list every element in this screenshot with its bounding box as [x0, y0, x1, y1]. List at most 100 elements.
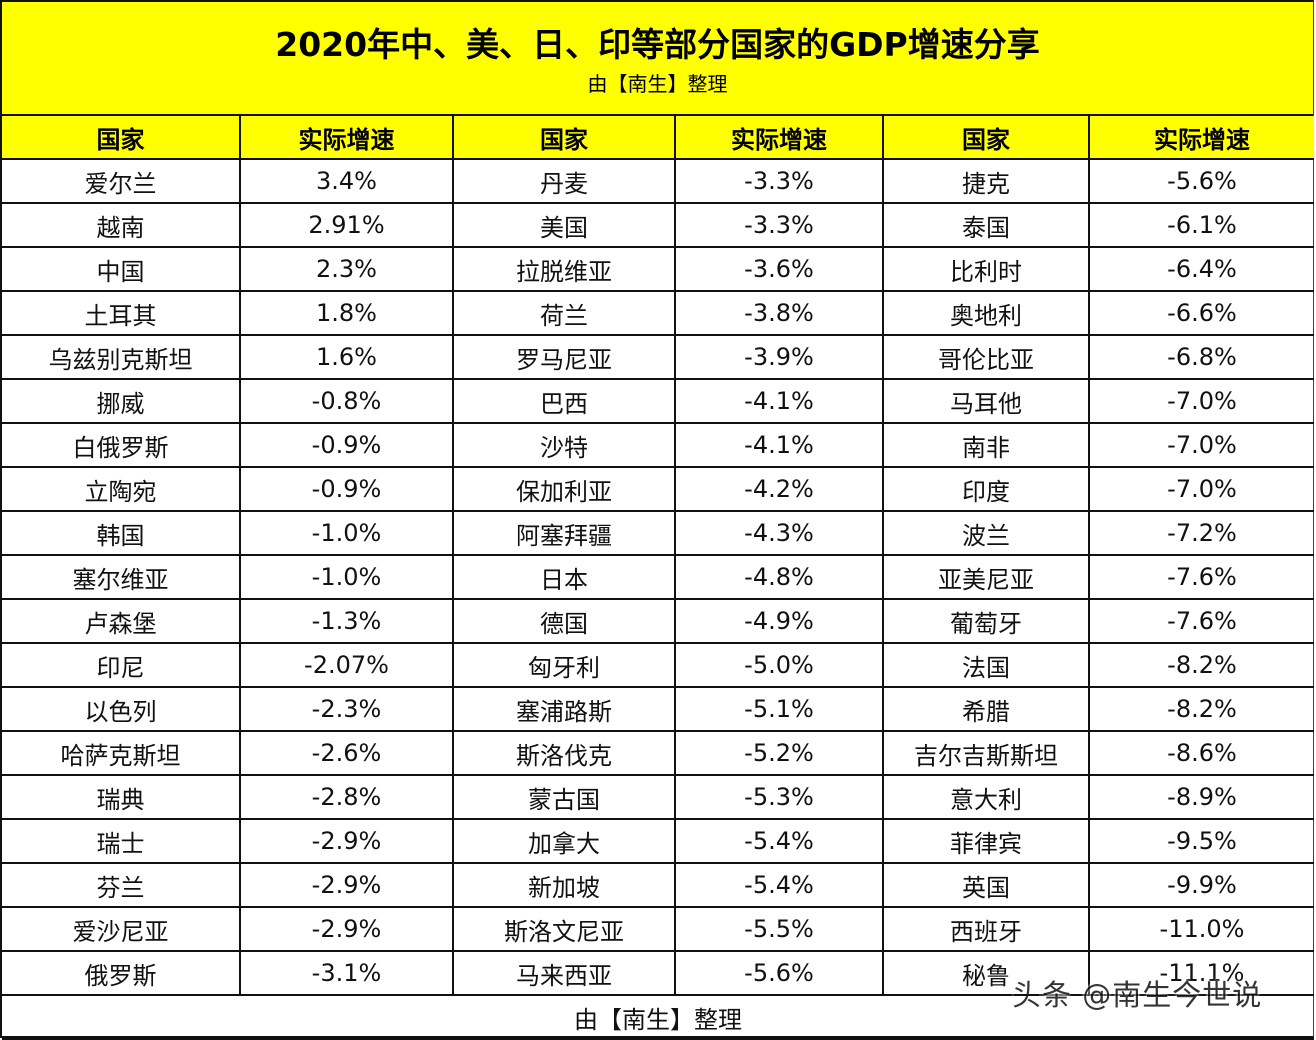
growth-cell: -2.3%	[239, 686, 454, 732]
growth-cell: -3.8%	[674, 290, 884, 336]
country-cell: 菲律宾	[882, 818, 1090, 864]
country-cell: 日本	[452, 554, 676, 600]
table-row: 俄罗斯 -3.1% 马来西亚 -5.6% 秘鲁 -11.1%	[2, 950, 1314, 996]
table-row: 越南 2.91% 美国 -3.3% 泰国 -6.1%	[2, 202, 1314, 248]
country-cell: 保加利亚	[452, 466, 676, 512]
watermark: 头条 @南生今世说	[1012, 978, 1263, 1012]
growth-cell: -9.9%	[1088, 862, 1314, 908]
growth-cell: -5.6%	[674, 950, 884, 996]
country-cell: 哈萨克斯坦	[2, 730, 241, 776]
country-cell: 意大利	[882, 774, 1090, 820]
growth-cell: 1.8%	[239, 290, 454, 336]
country-cell: 沙特	[452, 422, 676, 468]
country-cell: 西班牙	[882, 906, 1090, 952]
country-cell: 挪威	[2, 378, 241, 424]
growth-cell: -11.0%	[1088, 906, 1314, 952]
table-footer-row: 由【南生】整理	[2, 994, 1314, 1040]
table-row: 哈萨克斯坦 -2.6% 斯洛伐克 -5.2% 吉尔吉斯斯坦 -8.6%	[2, 730, 1314, 776]
growth-cell: -3.3%	[674, 158, 884, 204]
growth-cell: -5.4%	[674, 818, 884, 864]
growth-cell: -0.9%	[239, 466, 454, 512]
page-title: 2020年中、美、日、印等部分国家的GDP增速分享	[275, 25, 1040, 64]
country-cell: 塞浦路斯	[452, 686, 676, 732]
table-row: 卢森堡 -1.3% 德国 -4.9% 葡萄牙 -7.6%	[2, 598, 1314, 644]
growth-cell: -4.1%	[674, 378, 884, 424]
growth-cell: -2.9%	[239, 906, 454, 952]
table-row: 芬兰 -2.9% 新加坡 -5.4% 英国 -9.9%	[2, 862, 1314, 908]
country-cell: 土耳其	[2, 290, 241, 336]
growth-cell: -4.3%	[674, 510, 884, 556]
table-row: 瑞典 -2.8% 蒙古国 -5.3% 意大利 -8.9%	[2, 774, 1314, 820]
footer-credit: 由【南生】整理	[2, 994, 1314, 1040]
country-cell: 阿塞拜疆	[452, 510, 676, 556]
country-cell: 波兰	[882, 510, 1090, 556]
country-cell: 斯洛伐克	[452, 730, 676, 776]
country-cell: 哥伦比亚	[882, 334, 1090, 380]
growth-cell: -0.8%	[239, 378, 454, 424]
growth-cell: -0.9%	[239, 422, 454, 468]
growth-cell: -5.0%	[674, 642, 884, 688]
country-cell: 新加坡	[452, 862, 676, 908]
growth-cell: -7.0%	[1088, 378, 1314, 424]
gdp-table: 国家 实际增速 国家 实际增速 国家 实际增速 爱尔兰 3.4% 丹麦 -3.3% 捷克…	[2, 116, 1314, 1040]
growth-cell: -6.6%	[1088, 290, 1314, 336]
country-cell: 南非	[882, 422, 1090, 468]
column-header-country-3: 国家	[882, 116, 1090, 160]
country-cell: 捷克	[882, 158, 1090, 204]
column-header-growth-1: 实际增速	[239, 116, 454, 160]
country-cell: 以色列	[2, 686, 241, 732]
table-row: 土耳其 1.8% 荷兰 -3.8% 奥地利 -6.6%	[2, 290, 1314, 336]
growth-cell: -3.9%	[674, 334, 884, 380]
growth-cell: -4.9%	[674, 598, 884, 644]
country-cell: 乌兹别克斯坦	[2, 334, 241, 380]
page-subtitle: 由【南生】整理	[587, 72, 728, 96]
table-row: 爱沙尼亚 -2.9% 斯洛文尼亚 -5.5% 西班牙 -11.0%	[2, 906, 1314, 952]
growth-cell: 2.3%	[239, 246, 454, 292]
growth-cell: -8.6%	[1088, 730, 1314, 776]
growth-cell: -7.0%	[1088, 466, 1314, 512]
growth-cell: -6.1%	[1088, 202, 1314, 248]
country-cell: 卢森堡	[2, 598, 241, 644]
country-cell: 白俄罗斯	[2, 422, 241, 468]
table-body: 爱尔兰 3.4% 丹麦 -3.3% 捷克 -5.6% 越南 2.91% 美国 -3.3% 泰国 -6.…	[2, 158, 1314, 996]
table-row: 挪威 -0.8% 巴西 -4.1% 马耳他 -7.0%	[2, 378, 1314, 424]
country-cell: 爱尔兰	[2, 158, 241, 204]
growth-cell: -8.9%	[1088, 774, 1314, 820]
growth-cell: -5.5%	[674, 906, 884, 952]
title-block: 2020年中、美、日、印等部分国家的GDP增速分享 由【南生】整理	[2, 2, 1313, 116]
country-cell: 俄罗斯	[2, 950, 241, 996]
column-header-country-1: 国家	[2, 116, 241, 160]
growth-cell: 2.91%	[239, 202, 454, 248]
country-cell: 马来西亚	[452, 950, 676, 996]
growth-cell: -1.3%	[239, 598, 454, 644]
table-row: 塞尔维亚 -1.0% 日本 -4.8% 亚美尼亚 -7.6%	[2, 554, 1314, 600]
table-row: 乌兹别克斯坦 1.6% 罗马尼亚 -3.9% 哥伦比亚 -6.8%	[2, 334, 1314, 380]
table-row: 印尼 -2.07% 匈牙利 -5.0% 法国 -8.2%	[2, 642, 1314, 688]
growth-cell: -5.4%	[674, 862, 884, 908]
growth-cell: -2.6%	[239, 730, 454, 776]
growth-cell: -4.1%	[674, 422, 884, 468]
country-cell: 罗马尼亚	[452, 334, 676, 380]
country-cell: 瑞典	[2, 774, 241, 820]
growth-cell: -1.0%	[239, 510, 454, 556]
country-cell: 斯洛文尼亚	[452, 906, 676, 952]
growth-cell: -7.6%	[1088, 598, 1314, 644]
growth-cell: -9.5%	[1088, 818, 1314, 864]
table-row: 以色列 -2.3% 塞浦路斯 -5.1% 希腊 -8.2%	[2, 686, 1314, 732]
country-cell: 越南	[2, 202, 241, 248]
growth-cell: -2.9%	[239, 862, 454, 908]
growth-cell: -3.6%	[674, 246, 884, 292]
growth-cell: -1.0%	[239, 554, 454, 600]
table-row: 中国 2.3% 拉脱维亚 -3.6% 比利时 -6.4%	[2, 246, 1314, 292]
growth-cell: -2.07%	[239, 642, 454, 688]
country-cell: 印尼	[2, 642, 241, 688]
growth-cell: -5.6%	[1088, 158, 1314, 204]
growth-cell: -6.4%	[1088, 246, 1314, 292]
growth-cell: -7.2%	[1088, 510, 1314, 556]
country-cell: 秘鲁	[882, 950, 1090, 996]
country-cell: 丹麦	[452, 158, 676, 204]
country-cell: 英国	[882, 862, 1090, 908]
growth-cell: -5.1%	[674, 686, 884, 732]
growth-cell: -2.9%	[239, 818, 454, 864]
